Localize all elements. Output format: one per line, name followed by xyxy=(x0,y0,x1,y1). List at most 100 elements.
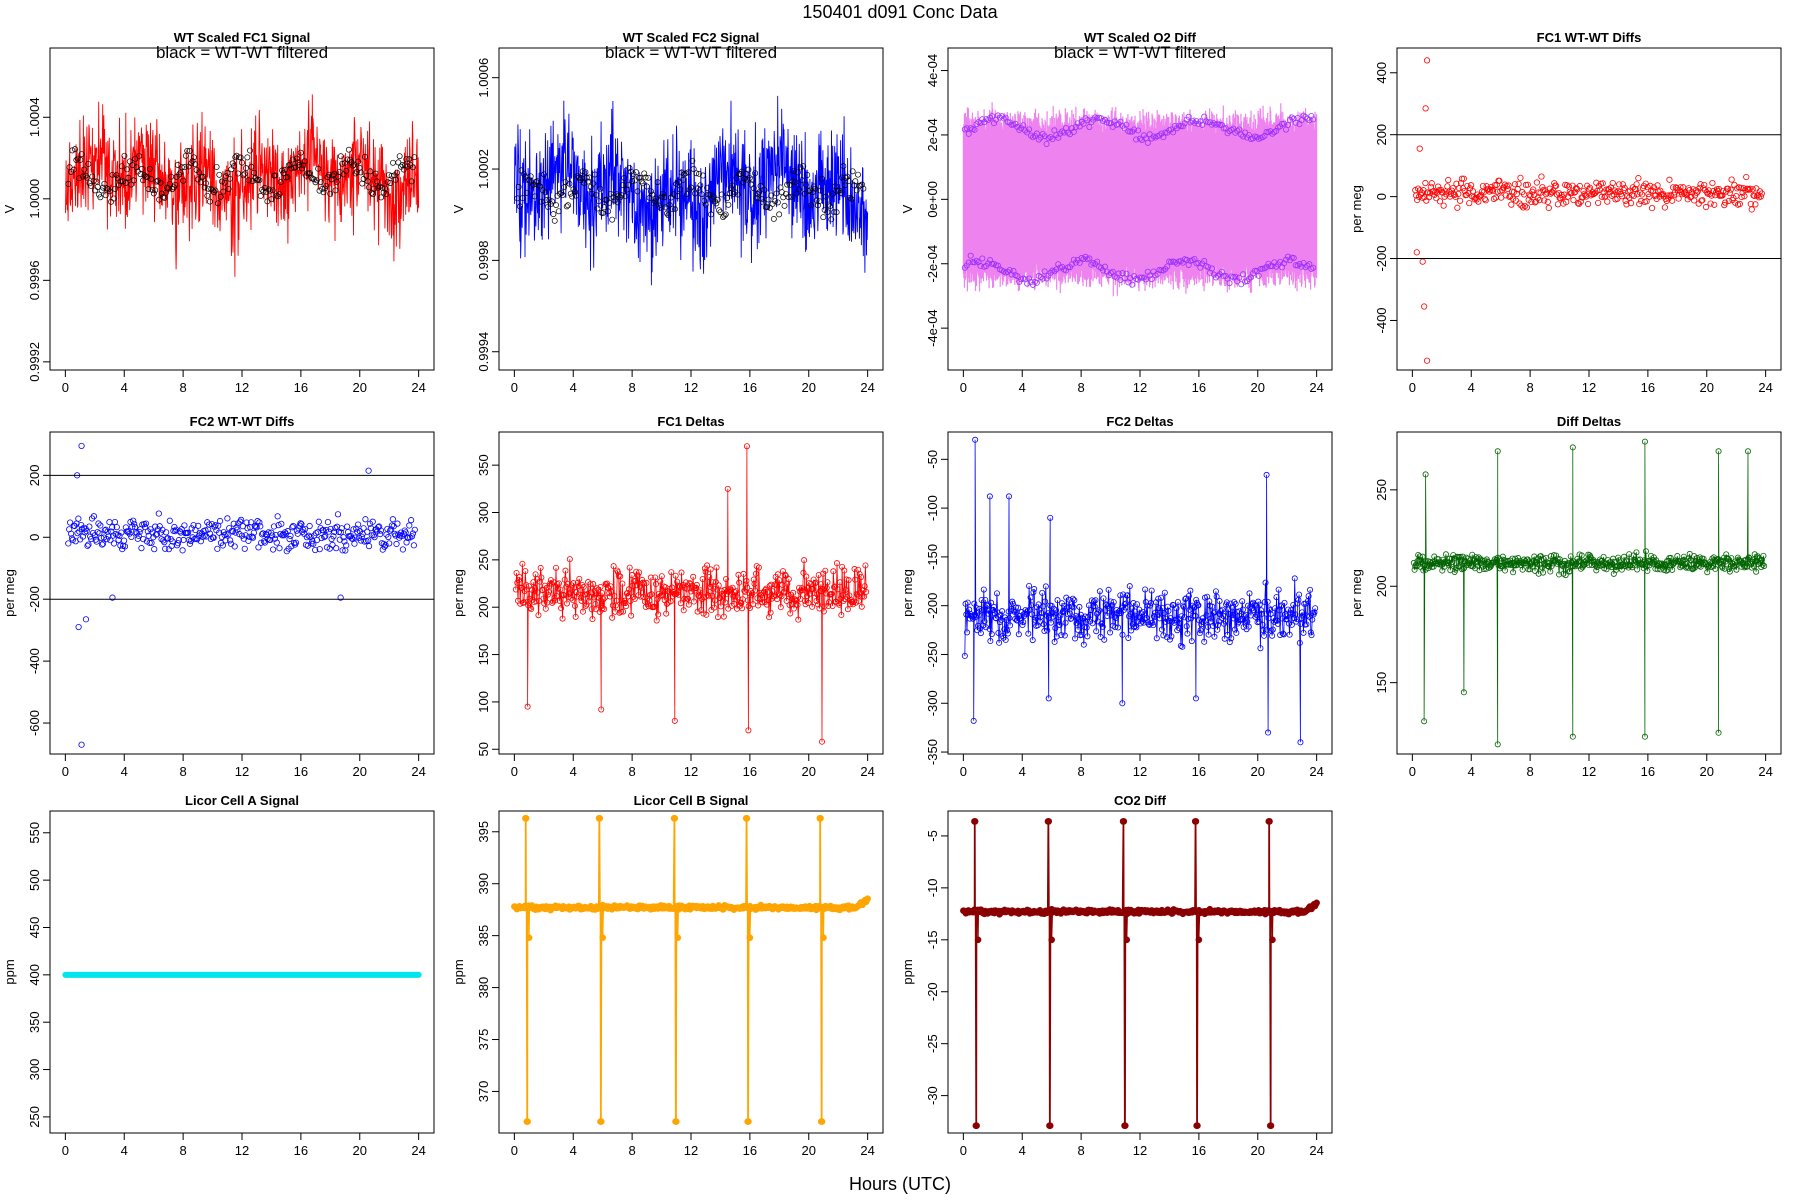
filtered-point xyxy=(69,147,76,154)
delta-point xyxy=(596,608,603,615)
delta-point xyxy=(1216,598,1223,605)
filtered-point xyxy=(808,202,815,209)
scatter-point xyxy=(1740,185,1747,192)
scatter-point xyxy=(227,540,235,547)
filtered-point xyxy=(599,210,606,217)
delta-point xyxy=(1299,609,1306,616)
filtered-point xyxy=(848,195,855,202)
delta-point xyxy=(617,608,624,615)
scatter-point xyxy=(1422,179,1429,187)
scatter-point xyxy=(141,523,149,531)
scatter-point xyxy=(225,531,232,538)
y-tick-label: -25 xyxy=(925,1034,940,1053)
filtered-point xyxy=(332,187,339,194)
delta-point xyxy=(573,589,580,596)
delta-point xyxy=(1177,642,1184,649)
delta-point xyxy=(1258,607,1265,614)
y-tick-label: 550 xyxy=(27,822,42,844)
scatter-point xyxy=(1425,194,1433,201)
filtered-point xyxy=(219,178,225,185)
scatter-point xyxy=(1554,201,1562,208)
delta-point xyxy=(1071,597,1078,604)
level-point xyxy=(992,262,999,269)
scatter-point xyxy=(1624,192,1631,199)
x-tick-label: 20 xyxy=(1700,764,1714,779)
signal-point xyxy=(674,934,682,942)
delta-point xyxy=(1296,639,1303,646)
filtered-point xyxy=(761,187,768,194)
delta-point xyxy=(1076,603,1083,610)
delta-point xyxy=(1269,626,1276,633)
delta-point xyxy=(1038,609,1045,616)
delta-point xyxy=(840,597,847,604)
y-tick-label: -100 xyxy=(925,495,940,521)
delta-point xyxy=(623,603,630,610)
delta-point xyxy=(1641,438,1648,445)
level-point xyxy=(977,119,984,126)
delta-point xyxy=(680,607,687,614)
delta-point xyxy=(1128,627,1135,634)
filtered-point xyxy=(101,180,108,187)
level-point xyxy=(969,259,976,266)
delta-point xyxy=(821,603,828,610)
scatter-point xyxy=(405,534,412,541)
filtered-point xyxy=(77,156,84,163)
y-tick-label: 450 xyxy=(27,917,42,939)
delta-point xyxy=(809,603,816,610)
scatter-point xyxy=(253,524,260,531)
filtered-point xyxy=(629,178,636,185)
scatter-point xyxy=(151,546,158,553)
scatter-point xyxy=(1701,181,1708,189)
filtered-point xyxy=(833,209,840,216)
delta-point xyxy=(781,588,788,595)
delta-point xyxy=(619,580,626,587)
filtered-point xyxy=(798,177,805,184)
delta-point xyxy=(803,573,810,580)
delta-point xyxy=(863,588,870,595)
delta-point xyxy=(743,577,750,584)
delta-point xyxy=(1162,618,1169,625)
delta-point xyxy=(1286,631,1293,638)
overlay-note: black = WT-WT filtered xyxy=(1054,43,1226,62)
delta-point xyxy=(577,587,584,594)
y-axis-label: V xyxy=(900,204,915,213)
scatter-point xyxy=(1752,201,1759,208)
scatter-point xyxy=(121,543,129,550)
filtered-point xyxy=(228,166,235,173)
delta-point xyxy=(1037,613,1044,620)
delta-point xyxy=(580,583,587,590)
x-tick-label: 8 xyxy=(1078,380,1085,395)
delta-point xyxy=(1190,612,1197,619)
delta-point xyxy=(598,706,605,713)
delta-point xyxy=(785,576,792,583)
filtered-point xyxy=(531,193,538,200)
scatter-point xyxy=(1621,184,1628,192)
filtered-point xyxy=(831,209,837,216)
scatter-point xyxy=(310,540,317,547)
scatter-point xyxy=(136,528,143,536)
y-tick-label: -400 xyxy=(1374,307,1389,333)
delta-point xyxy=(652,581,659,588)
scatter-point xyxy=(1436,198,1444,205)
filtered-point xyxy=(696,170,702,177)
x-tick-label: 4 xyxy=(570,764,577,779)
overlay-note: black = WT-WT filtered xyxy=(605,43,777,62)
x-tick-label: 24 xyxy=(1309,1143,1323,1158)
delta-point xyxy=(1177,619,1184,626)
signal-point xyxy=(973,1122,980,1130)
delta-point xyxy=(987,638,994,645)
signal-point xyxy=(1266,818,1273,825)
filtered-point xyxy=(844,173,851,180)
plot-frame xyxy=(947,47,1333,371)
scatter-point xyxy=(1753,185,1760,192)
filtered-point xyxy=(93,178,100,185)
filtered-point xyxy=(622,193,629,200)
delta-point xyxy=(1252,613,1259,620)
filtered-point xyxy=(677,186,684,193)
delta-point xyxy=(636,583,643,590)
x-tick-label: 24 xyxy=(1758,764,1772,779)
filtered-point xyxy=(98,187,105,194)
y-axis-label: per meg xyxy=(2,569,17,617)
delta-point xyxy=(1039,603,1046,610)
